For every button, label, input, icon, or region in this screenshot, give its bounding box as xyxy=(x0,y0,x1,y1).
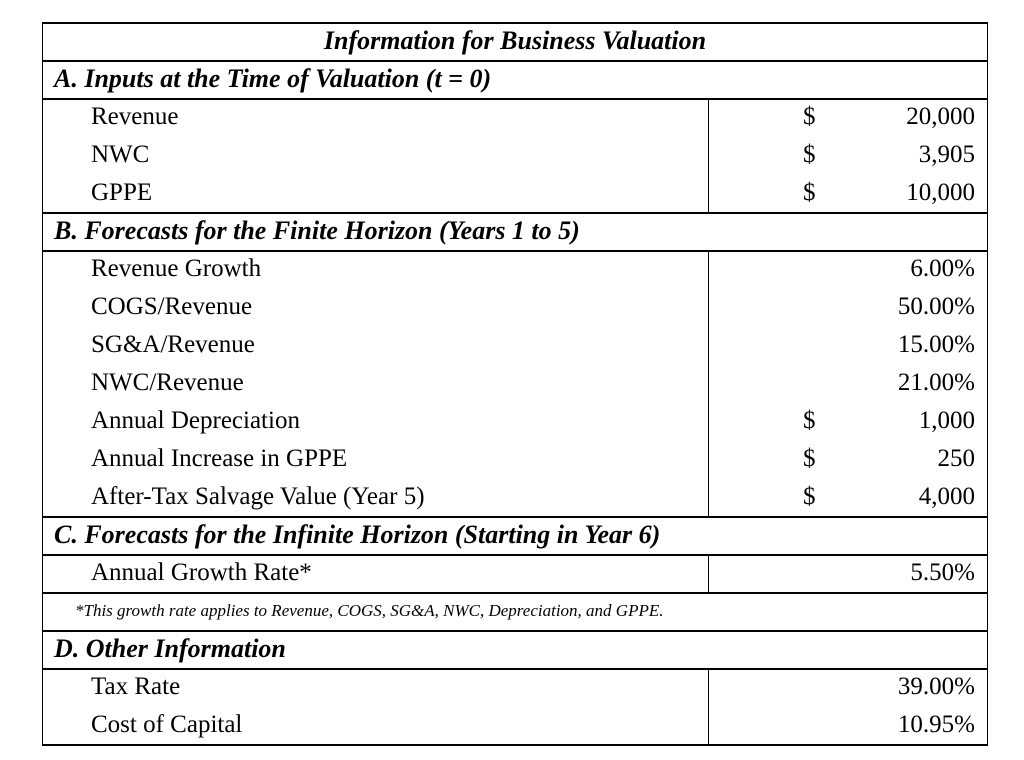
row-value: 3,905 xyxy=(918,141,975,168)
row-value: 250 xyxy=(937,445,976,472)
table-title: Information for Business Valuation xyxy=(323,26,707,55)
section-heading: A. Inputs at the Time of Valuation (t = … xyxy=(54,64,492,93)
rule xyxy=(42,212,988,214)
row-label: After-Tax Salvage Value (Year 5) xyxy=(91,483,425,510)
rule xyxy=(42,22,988,24)
section-heading: D. Other Information xyxy=(54,634,286,663)
rule xyxy=(42,60,988,62)
row-value: 5.50% xyxy=(910,559,975,586)
row-value: 1,000 xyxy=(918,407,975,434)
currency-sign: $ xyxy=(803,103,816,130)
row-value: 10,000 xyxy=(906,179,975,206)
rule xyxy=(42,630,988,632)
rule xyxy=(42,592,988,594)
rule xyxy=(42,744,988,746)
row-label: Annual Depreciation xyxy=(91,407,300,434)
section-heading: C. Forecasts for the Infinite Horizon (S… xyxy=(54,520,661,549)
column-rule xyxy=(708,250,709,516)
column-rule xyxy=(987,22,988,745)
column-rule xyxy=(708,554,709,592)
row-label: Annual Increase in GPPE xyxy=(91,445,348,472)
row-label: Cost of Capital xyxy=(91,711,243,738)
footnote: *This growth rate applies to Revenue, CO… xyxy=(75,601,664,620)
column-rule xyxy=(42,22,43,745)
currency-sign: $ xyxy=(803,407,816,434)
rule xyxy=(42,668,988,670)
rule xyxy=(42,554,988,556)
row-value: 39.00% xyxy=(897,673,975,700)
currency-sign: $ xyxy=(803,179,816,206)
row-label: Revenue xyxy=(91,103,179,130)
row-label: Tax Rate xyxy=(91,673,181,700)
rule xyxy=(42,516,988,518)
column-rule xyxy=(708,668,709,744)
row-value: 50.00% xyxy=(897,293,975,320)
row-value: 4,000 xyxy=(918,483,975,510)
currency-sign: $ xyxy=(803,445,816,472)
row-value: 15.00% xyxy=(897,331,975,358)
row-value: 20,000 xyxy=(906,103,975,130)
row-label: NWC xyxy=(91,141,150,168)
row-label: COGS/Revenue xyxy=(91,293,253,320)
currency-sign: $ xyxy=(803,483,816,510)
rule xyxy=(42,98,988,100)
row-label: Annual Growth Rate* xyxy=(91,559,312,586)
row-label: NWC/Revenue xyxy=(91,369,244,396)
column-rule xyxy=(708,98,709,212)
section-heading: B. Forecasts for the Finite Horizon (Yea… xyxy=(54,216,580,245)
currency-sign: $ xyxy=(803,141,816,168)
row-value: 6.00% xyxy=(910,255,975,282)
row-value: 21.00% xyxy=(897,369,975,396)
rule xyxy=(42,250,988,252)
row-label: GPPE xyxy=(91,179,153,206)
row-label: Revenue Growth xyxy=(91,255,262,282)
row-value: 10.95% xyxy=(897,711,975,738)
row-label: SG&A/Revenue xyxy=(91,331,255,358)
